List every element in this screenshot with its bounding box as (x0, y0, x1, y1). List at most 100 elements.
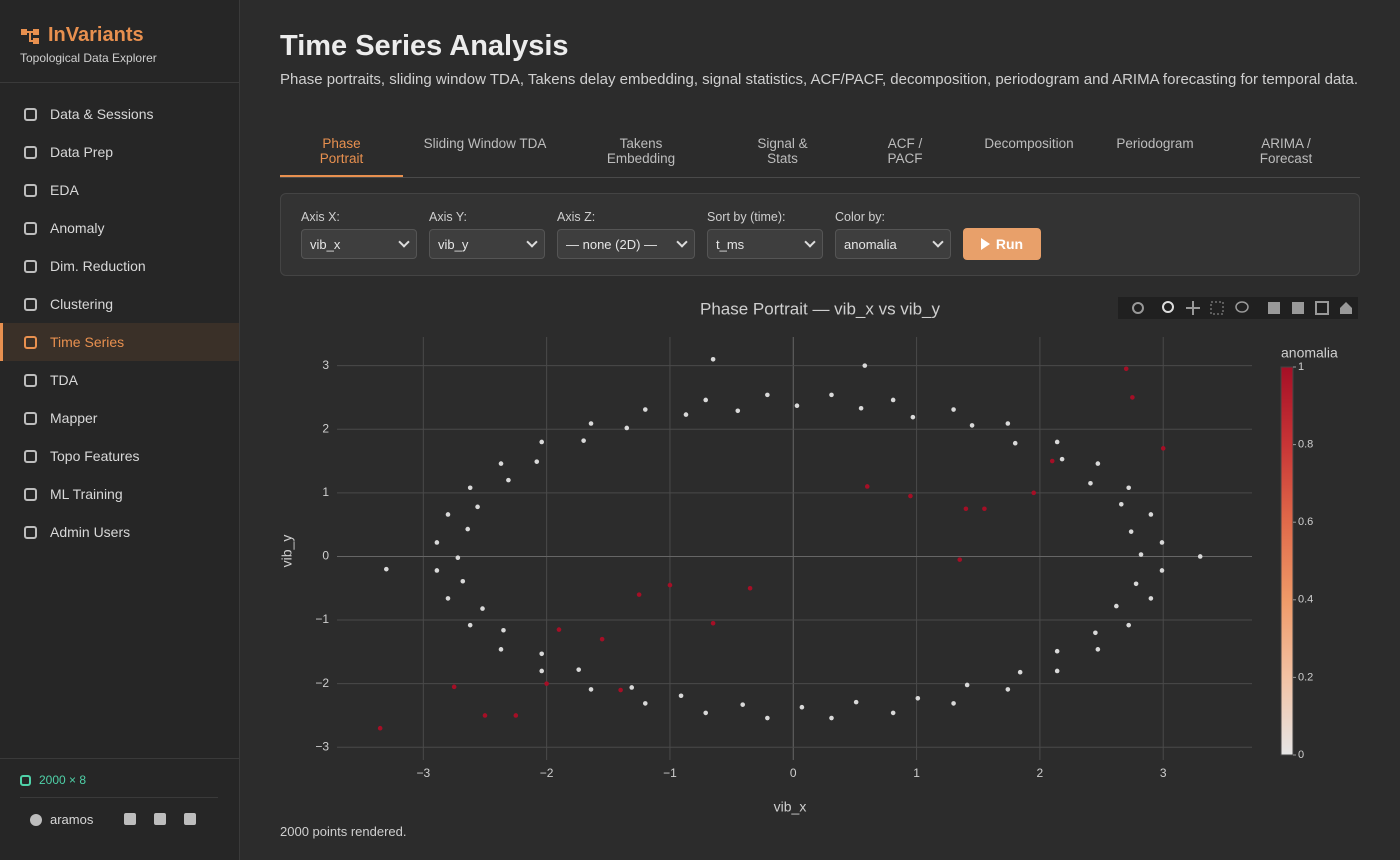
select[interactable]: anomalia (835, 229, 951, 259)
nav-item[interactable]: TDA (0, 361, 239, 399)
x-axis-label: vib_x (774, 799, 807, 815)
nav-item[interactable]: Anomaly (0, 209, 239, 247)
point (890, 397, 896, 403)
tab[interactable]: Signal & Stats (715, 130, 850, 177)
point (1059, 456, 1065, 462)
chart-title: Phase Portrait — vib_x vs vib_y (700, 299, 940, 318)
point (544, 681, 549, 686)
nav-item[interactable]: EDA (0, 171, 239, 209)
page-description: Phase portraits, sliding window TDA, Tak… (280, 71, 1359, 88)
nav-icon (24, 297, 37, 311)
colorbar-tick-label: 0.8 (1298, 439, 1313, 451)
chart: Phase Portrait — vib_x vs vib_y vib_x vi… (280, 297, 1358, 815)
y-axis-label: vib_y (280, 535, 295, 568)
nav-item[interactable]: Data Prep (0, 133, 239, 171)
status: 2000 points rendered. (280, 824, 407, 839)
lasso-button[interactable] (1235, 301, 1249, 313)
point (467, 622, 473, 628)
point (539, 668, 545, 674)
point (1049, 458, 1055, 464)
select[interactable]: vib_x (301, 229, 417, 259)
run-button[interactable]: Run (963, 228, 1041, 260)
point (982, 506, 987, 512)
x-tick-label: 1 (913, 766, 920, 780)
x-tick-label: −2 (540, 766, 554, 780)
point (963, 506, 969, 512)
nav-item[interactable]: Admin Users (0, 513, 239, 551)
point (1054, 648, 1060, 654)
tab[interactable]: Sliding Window TDA (403, 130, 567, 177)
nav-item[interactable]: Dim. Reduction (0, 247, 239, 285)
tab[interactable]: Phase Portrait (280, 130, 403, 177)
separator (20, 797, 218, 798)
separator (0, 82, 239, 83)
nav-item[interactable]: Topo Features (0, 437, 239, 475)
tab[interactable]: Periodogram (1098, 130, 1212, 177)
tagline: Topological Data Explorer (20, 51, 157, 65)
point (1159, 568, 1165, 573)
point (1148, 596, 1154, 601)
tab[interactable]: ARIMA / Forecast (1212, 130, 1360, 177)
point (1123, 366, 1129, 372)
point (455, 555, 461, 561)
nav-item[interactable]: Data & Sessions (0, 95, 239, 133)
camera-button[interactable] (1132, 302, 1144, 314)
point (498, 647, 504, 652)
select[interactable]: t_ms (707, 229, 823, 259)
reset-button[interactable] (1340, 302, 1352, 314)
point (858, 405, 864, 411)
point (501, 627, 506, 633)
point (829, 715, 834, 721)
point (480, 606, 485, 611)
tab[interactable]: Decomposition (960, 130, 1098, 177)
point (853, 699, 859, 705)
user[interactable]: aramos (30, 812, 93, 827)
zoom-in-button[interactable] (1268, 302, 1280, 314)
colorbar-title: anomalia (1281, 345, 1338, 361)
point (1095, 647, 1101, 652)
select-button[interactable] (1210, 301, 1224, 315)
select[interactable]: vib_y (429, 229, 545, 259)
nav-item[interactable]: Clustering (0, 285, 239, 323)
point (969, 423, 975, 428)
point (465, 526, 471, 532)
control: Color by: anomalia (835, 210, 951, 259)
nav-label: Time Series (50, 334, 125, 350)
tab-label: ACF / PACF (887, 136, 923, 166)
tab[interactable]: Takens Embedding (567, 130, 715, 177)
point (1197, 554, 1203, 559)
point (710, 620, 716, 626)
brand[interactable]: InVariants (20, 24, 144, 47)
point (908, 493, 913, 499)
modebar (1118, 297, 1358, 319)
tab-label: ARIMA / Forecast (1259, 136, 1313, 166)
point (624, 425, 630, 431)
point (829, 392, 834, 398)
point (642, 701, 648, 706)
nav-icon (24, 373, 37, 387)
username: aramos (50, 812, 94, 827)
point (599, 636, 605, 642)
save-button[interactable] (124, 813, 136, 825)
zoom-button[interactable] (1162, 301, 1174, 313)
tab[interactable]: ACF / PACF (850, 130, 960, 177)
select[interactable]: — none (2D) — (557, 229, 695, 259)
key-button[interactable] (154, 813, 166, 825)
zoom-out-button[interactable] (1292, 302, 1304, 314)
tab-label: Decomposition (984, 136, 1074, 151)
logout-button[interactable] (184, 813, 196, 825)
point (629, 685, 635, 690)
x-tick-label: 3 (1160, 766, 1167, 780)
nav-item[interactable]: Mapper (0, 399, 239, 437)
nav-label: TDA (50, 372, 78, 388)
nav-item[interactable]: ML Training (0, 475, 239, 513)
dataset-shape: 2000 × 8 (39, 773, 87, 787)
point (1138, 552, 1144, 557)
y-tick-label: −2 (315, 676, 329, 690)
nav-item[interactable]: Time Series (0, 323, 239, 361)
point (1159, 540, 1165, 545)
point (1133, 581, 1139, 587)
autoscale-button[interactable] (1315, 301, 1329, 315)
pan-button[interactable] (1186, 301, 1200, 315)
nav-icon (24, 449, 37, 463)
